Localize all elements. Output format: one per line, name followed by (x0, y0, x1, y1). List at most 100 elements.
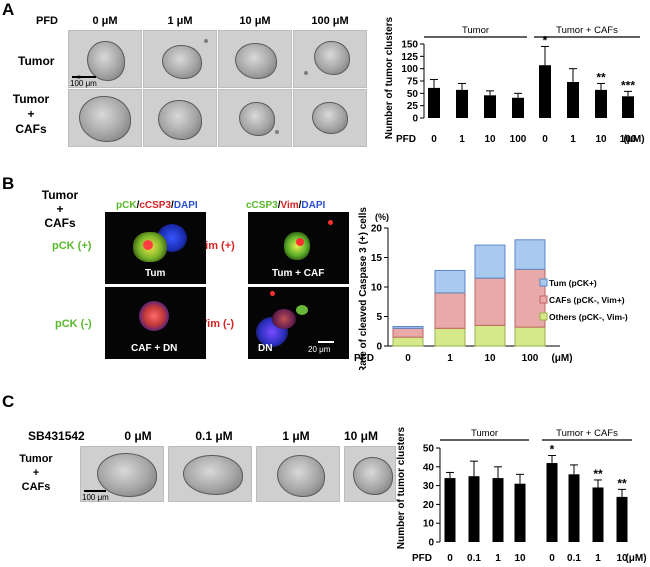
micrograph-c-3 (344, 446, 396, 502)
chart-c-ylabel: Number of tumor clusters (396, 426, 407, 549)
bar-A-1-2 (595, 89, 607, 118)
legend-label-B-0: Tum (pCK+) (549, 278, 597, 288)
ytick-label-C-3: 30 (423, 481, 435, 492)
xlabel-A-0-2: 10 (484, 134, 496, 145)
x-unit-A: (μM) (623, 134, 644, 145)
panel-a-row-caf-l1: Tumor (12, 92, 50, 106)
xlabel-C-1-2: 1 (595, 553, 601, 564)
micrograph-a-tumor-0 (68, 30, 142, 88)
scalebar-a (72, 76, 96, 78)
bar-A-0-2 (484, 95, 496, 118)
x-prefix-C: PFD (412, 553, 432, 564)
xlabel-A-1-2: 10 (595, 134, 607, 145)
bar-B-2-2 (474, 244, 506, 279)
panel-c-row-label: Tumor + CAFs (4, 452, 68, 494)
xlabel-C-0-1: 0.1 (467, 553, 481, 564)
x-unit-B: (μM) (551, 353, 572, 364)
micrograph-c-2 (256, 446, 340, 502)
xlabel-A-1-1: 1 (570, 134, 576, 145)
legend-label-B-1: CAFs (pCK-, Vim+) (549, 295, 625, 305)
panel-c-col-1: 0.1 μM (195, 429, 233, 443)
fluor-caf-dn-caption: CAF + DN (131, 343, 178, 354)
sig-A-1-2: ** (596, 70, 606, 84)
sig-C-1-3: ** (617, 476, 627, 490)
panel-c-letter: C (2, 392, 15, 411)
ytick-label-B-1: 5 (376, 312, 382, 323)
scalebar-c-label: 100 μm (82, 493, 109, 502)
bar-C-1-0 (546, 463, 558, 542)
ytick-label-B-0: 0 (376, 342, 382, 353)
ytick-label-A-3: 75 (407, 77, 419, 88)
group-label-C-0: Tumor (471, 428, 498, 439)
xlabel-C-1-0: 0 (549, 553, 555, 564)
xlabel-B-3: 100 (522, 353, 539, 364)
ytick-label-A-6: 150 (401, 40, 418, 51)
bar-A-0-0 (428, 87, 440, 118)
chart-a: Number of tumor clusters 025507510012515… (384, 16, 645, 145)
xlabel-A-1-0: 0 (542, 134, 548, 145)
panel-a-row-caf-l2: + (27, 107, 35, 121)
xlabel-B-2: 10 (484, 353, 496, 364)
legend-swatch-B-0 (539, 278, 548, 287)
fluor-caf-dn: CAF + DN (105, 287, 206, 359)
stain-slash-4: / (298, 200, 302, 211)
panel-b-title-l1: Tumor (41, 188, 79, 202)
panel-b-title-l3: CAFs (44, 216, 76, 230)
ytick-label-B-2: 10 (371, 283, 383, 294)
bar-A-0-3 (512, 97, 524, 118)
bar-B-2-0 (392, 326, 424, 329)
bar-B-0-0 (392, 336, 424, 347)
ytick-label-A-4: 100 (401, 64, 418, 75)
panel-a-row-header: PFD (36, 15, 58, 27)
ytick-label-B-3: 15 (371, 253, 383, 264)
bar-A-0-1 (456, 89, 468, 118)
panel-c-row-l3: CAFs (21, 481, 51, 493)
sig-C-1-0: * (550, 443, 555, 457)
group-label-C-1: Tumor + CAFs (556, 428, 618, 439)
bar-C-0-3 (514, 483, 526, 542)
xlabel-B-1: 1 (447, 353, 453, 364)
bar-B-1-0 (392, 327, 424, 338)
chart-c: Number of tumor clusters 01020304050Tumo… (396, 426, 647, 564)
panel-a-row-caf: Tumor + CAFs (6, 92, 56, 137)
x-prefix-A: PFD (396, 134, 416, 145)
ytick-label-A-1: 25 (407, 101, 419, 112)
panel-c-row-header: SB431542 (28, 429, 85, 443)
fluor-tum-caf-caption: Tum + CAF (272, 268, 325, 279)
stain-slash-3: / (277, 200, 281, 211)
bar-B-1-2 (474, 277, 506, 326)
xlabel-C-0-2: 1 (495, 553, 501, 564)
panel-a-row-caf-l3: CAFs (15, 122, 47, 136)
stain-slash-1: / (136, 200, 140, 211)
xlabel-B-0: 0 (405, 353, 411, 364)
sig-A-1-0: * (543, 33, 548, 47)
panel-c-row-l2: + (32, 467, 40, 479)
panel-a-col-1: 1 μM (167, 15, 193, 27)
xlabel-A-0-0: 0 (431, 134, 437, 145)
micrograph-a-caf-2 (218, 89, 292, 147)
x-prefix-B: PFD (354, 353, 374, 364)
fluor-dn-caption: DN (258, 343, 273, 354)
stain-dapi: DAPI (173, 200, 198, 211)
panel-b-pck-pos: pCK (+) (52, 240, 92, 252)
bar-A-1-3 (622, 96, 634, 118)
sig-A-1-3: *** (621, 78, 635, 92)
fluor-tum: Tum (105, 212, 206, 284)
micrograph-a-caf-3 (293, 89, 367, 147)
fluor-tum-caf: Tum + CAF (248, 212, 349, 284)
xlabel-C-0-0: 0 (447, 553, 453, 564)
bar-B-2-1 (434, 269, 466, 294)
ytick-label-C-0: 0 (428, 538, 434, 549)
scalebar-b (318, 341, 334, 343)
fluor-tum-caption: Tum (145, 268, 166, 279)
ytick-label-A-0: 0 (412, 114, 418, 125)
bar-C-0-1 (468, 476, 480, 542)
panel-a-col-3: 100 μM (311, 15, 349, 27)
bar-B-0-3 (514, 326, 546, 347)
stain-vim: Vim (280, 200, 299, 211)
bar-A-1-1 (567, 81, 579, 118)
ytick-label-A-2: 50 (407, 89, 419, 100)
panel-c-col-3: 10 μM (343, 429, 379, 443)
panel-c-col-0: 0 μM (124, 429, 152, 443)
stain-dapi-r: DAPI (301, 200, 326, 211)
